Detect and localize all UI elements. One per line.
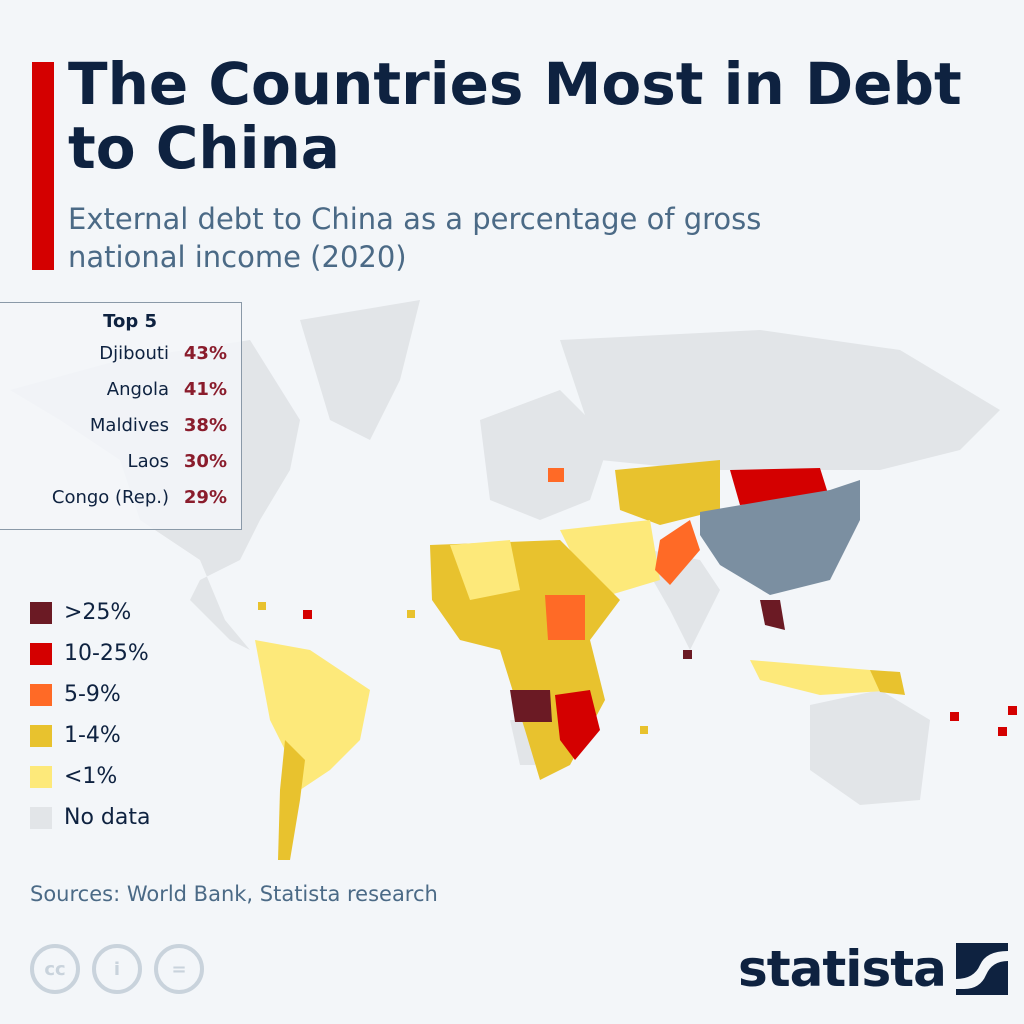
legend-swatch [30,601,52,624]
top5-row: Congo (Rep.) 29% [0,480,227,516]
maldives [683,650,692,659]
source-note: Sources: World Bank, Statista research [30,882,438,906]
laos-region [760,600,785,630]
attribution-icon[interactable]: i [92,944,142,994]
legend-label: 1-4% [64,723,121,748]
country: Angola [106,379,169,400]
top5-row: Maldives 38% [0,408,227,444]
belarus [548,468,564,482]
country: Congo (Rep.) [51,487,169,508]
top5-row: Djibouti 43% [0,336,227,372]
southeast-africa [555,690,600,760]
legend-item: 1-4% [30,715,150,756]
license-icons: cc i = [30,944,204,994]
value: 30% [183,451,227,472]
value: 38% [183,415,227,436]
legend-item: >25% [30,592,150,633]
indonesia [750,660,900,695]
europe [480,390,610,520]
north-africa [450,540,520,600]
legend-label: >25% [64,600,132,625]
angola [510,690,552,722]
cc-icon[interactable]: cc [30,944,80,994]
legend-item: 10-25% [30,633,150,674]
page-title: The Countries Most in Debt to China [68,50,962,182]
value: 29% [183,487,227,508]
sudan [545,595,585,640]
legend-swatch [30,765,52,788]
pacific-island [950,712,959,721]
country: Laos [127,451,169,472]
top5-row: Angola 41% [0,372,227,408]
country: Djibouti [99,343,169,364]
central-asia [615,460,720,525]
caribbean-island [258,602,266,610]
legend-swatch [30,683,52,706]
subtitle: External debt to China as a percentage o… [68,202,762,274]
statista-logo[interactable]: statista [738,940,1008,998]
top5-box: Top 5 Djibouti 43% Angola 41% Maldives 38% … [0,302,242,530]
legend-label: No data [64,805,151,830]
pacific-island [1008,706,1017,715]
caribbean-island [303,610,312,619]
value: 43% [183,343,227,364]
australia [810,690,930,805]
south-america [255,640,370,790]
legend-swatch [30,642,52,665]
china [700,480,860,595]
value: 41% [183,379,227,400]
middle-east [560,520,660,595]
pacific-island [998,727,1007,736]
russia [560,330,1000,470]
legend-item: 5-9% [30,674,150,715]
legend-label: 10-25% [64,641,149,666]
legend-label: 5-9% [64,682,121,707]
accent-bar [32,62,54,270]
papua [870,670,905,695]
argentina [278,740,305,860]
top5-heading: Top 5 [103,311,157,332]
legend-item: <1% [30,756,150,797]
brand-name: statista [738,940,947,998]
legend-item: No data [30,797,150,838]
country: Maldives [89,415,169,436]
mauritius [640,726,648,734]
greenland [300,300,420,440]
cabo-verde [407,610,415,618]
top5-row: Laos 30% [0,444,227,480]
pakistan [655,520,700,585]
no-derivatives-icon[interactable]: = [154,944,204,994]
legend-label: <1% [64,764,118,789]
legend-swatch [30,806,52,829]
legend: >25% 10-25% 5-9% 1-4% <1% No data [30,592,150,838]
legend-swatch [30,724,52,747]
statista-mark-icon [955,943,1008,995]
